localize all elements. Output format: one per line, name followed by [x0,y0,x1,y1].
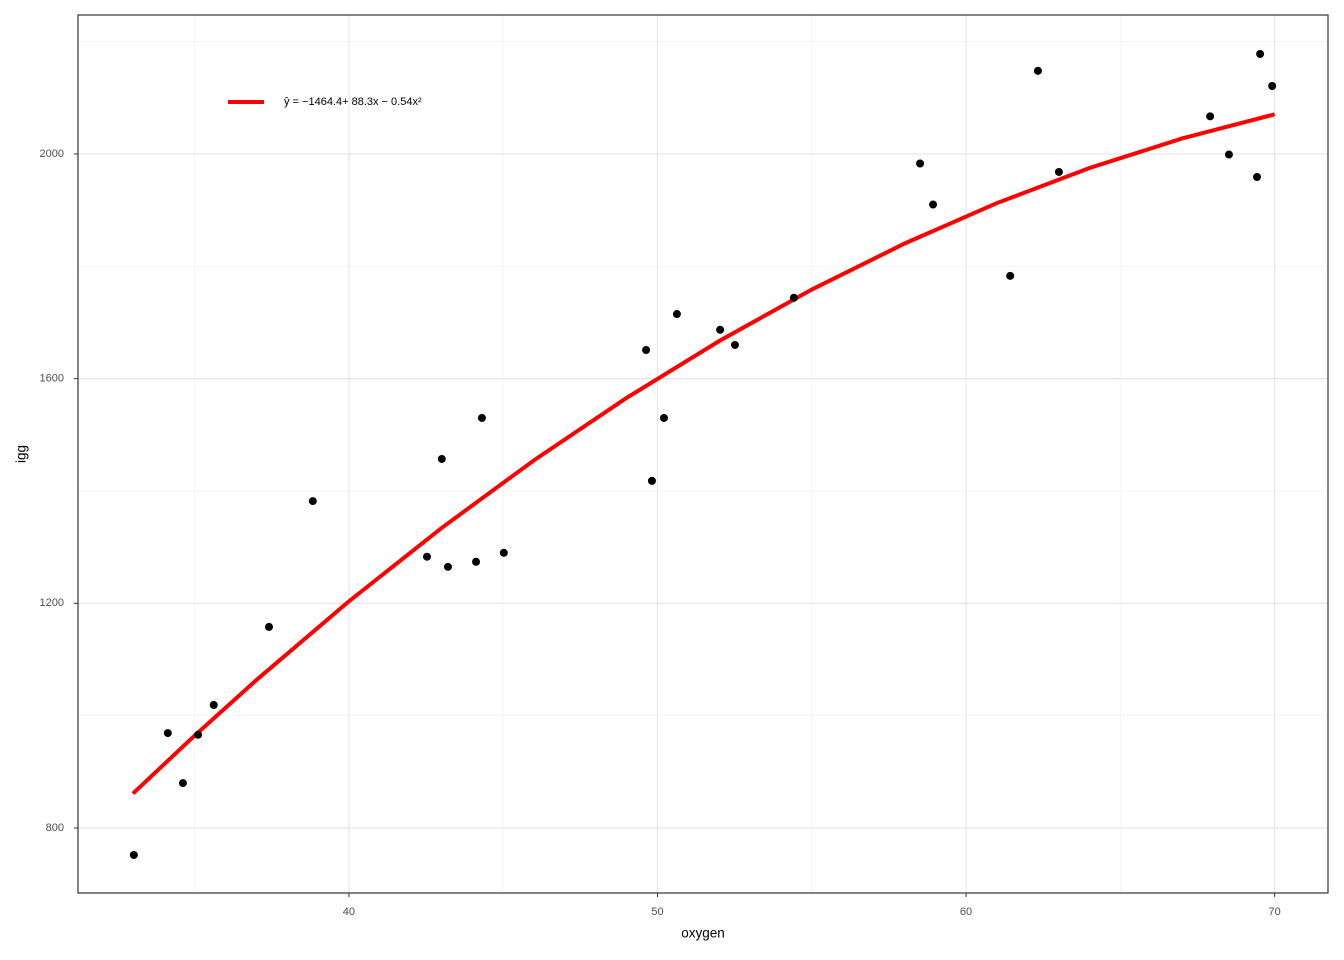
point [477,413,486,422]
point [1206,112,1215,121]
point [730,340,739,349]
panel-border [77,14,1329,894]
point [716,325,725,334]
y-tick-label: 2000 [40,148,64,160]
point [1253,172,1262,181]
point [929,200,938,209]
y-axis-title: igg [14,445,29,463]
point [672,310,681,319]
point [209,700,218,709]
point [437,454,446,463]
point [443,562,452,571]
point [472,557,481,566]
point [1268,81,1277,90]
point [1006,271,1015,280]
y-tick-label: 1200 [40,597,64,609]
point [1256,49,1265,58]
y-tick-label: 800 [46,822,64,834]
point [659,413,668,422]
point [129,850,138,859]
point [265,622,274,631]
point [163,729,172,738]
x-tick-label: 50 [651,906,663,918]
point [1224,150,1233,159]
point [499,548,508,557]
legend-label: ŷ = −1464.4+ 88.3x − 0.54x² [284,96,422,108]
point [647,476,656,485]
point [1054,167,1063,176]
point [789,293,798,302]
point [422,552,431,561]
x-axis-title: oxygen [681,926,725,941]
x-tick-label: 40 [343,906,355,918]
point [194,730,203,739]
point [916,159,925,168]
point [178,779,187,788]
point [642,346,651,355]
x-tick-label: 70 [1268,906,1280,918]
x-tick-label: 60 [960,906,972,918]
y-tick-label: 1600 [40,373,64,385]
grid [78,15,1328,893]
fit-line [131,112,1276,795]
point [1033,66,1042,75]
point [308,497,317,506]
